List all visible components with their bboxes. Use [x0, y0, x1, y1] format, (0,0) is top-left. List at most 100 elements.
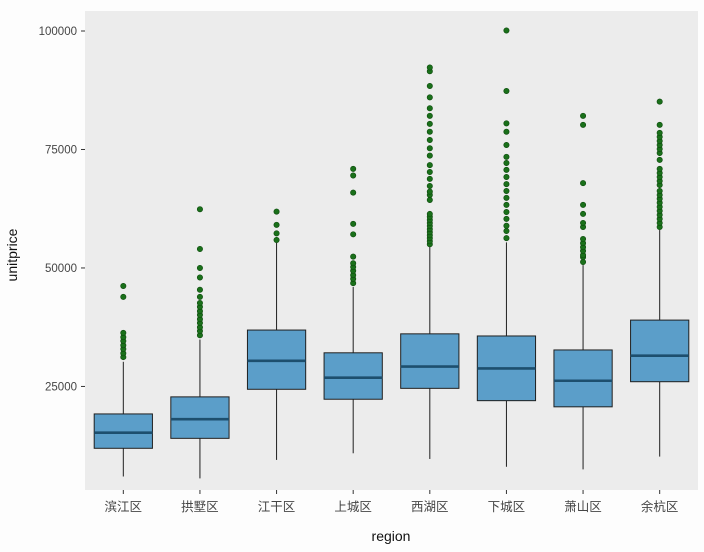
boxplot-box-2	[170, 206, 230, 479]
outlier-point	[196, 293, 203, 300]
iqr-box	[93, 413, 153, 449]
iqr-box	[553, 349, 613, 408]
boxplot-box-1	[93, 282, 153, 477]
outlier-point	[426, 112, 433, 119]
outlier-point	[426, 196, 433, 203]
boxplot-box-6	[476, 27, 537, 467]
outlier-point	[426, 175, 433, 182]
outlier-point	[426, 120, 433, 127]
x-tick-label: 萧山区	[564, 500, 602, 514]
outlier-point	[503, 173, 510, 180]
outlier-point	[503, 120, 510, 127]
outlier-point	[503, 222, 510, 229]
outlier-point	[656, 165, 663, 172]
outlier-point	[350, 220, 357, 227]
y-tick-label: 25000	[45, 381, 77, 393]
outlier-point	[120, 329, 127, 336]
outlier-point	[503, 209, 510, 216]
outlier-point	[580, 180, 587, 187]
outlier-point	[426, 94, 433, 101]
outlier-point	[426, 105, 433, 112]
x-tick-label: 滨江区	[105, 499, 143, 514]
iqr-box	[400, 333, 460, 389]
boxplot-box-4	[323, 165, 383, 454]
outlier-point	[503, 227, 510, 234]
outlier-point	[503, 141, 510, 148]
outlier-point	[580, 236, 587, 243]
outlier-point	[196, 286, 203, 293]
outlier-point	[196, 300, 203, 307]
outlier-point	[426, 82, 433, 89]
outlier-point	[196, 206, 203, 213]
outlier-point	[656, 121, 663, 128]
boxplot-box-5	[400, 64, 460, 459]
outlier-point	[580, 112, 587, 119]
outlier-point	[426, 128, 433, 135]
outlier-point	[656, 187, 663, 194]
outlier-point	[350, 189, 357, 196]
iqr-box	[630, 319, 690, 383]
outlier-point	[503, 128, 510, 135]
y-axis: 25000 50000 75000 100000	[39, 26, 85, 393]
outlier-point	[503, 159, 510, 166]
outlier-point	[426, 168, 433, 175]
outlier-point	[580, 259, 587, 266]
outlier-point	[273, 221, 280, 228]
outlier-point	[350, 172, 357, 179]
outlier-point	[656, 129, 663, 136]
boxes-layer	[93, 27, 690, 479]
x-tick-label: 余杭区	[641, 499, 679, 514]
outlier-point	[503, 235, 510, 242]
y-tick-label: 75000	[45, 144, 77, 156]
boxplot-box-3	[246, 208, 307, 460]
iqr-box	[170, 396, 230, 439]
outlier-point	[503, 215, 510, 222]
y-axis-title: unitprice	[4, 228, 20, 281]
outlier-point	[426, 64, 433, 71]
y-tick-label: 100000	[39, 26, 77, 38]
outlier-point	[426, 210, 433, 217]
outlier-point	[426, 152, 433, 159]
outlier-point	[503, 201, 510, 208]
outlier-point	[503, 187, 510, 194]
outlier-point	[426, 145, 433, 152]
outlier-point	[350, 253, 357, 260]
outlier-point	[350, 260, 357, 267]
outlier-point	[503, 166, 510, 173]
outlier-point	[426, 162, 433, 169]
x-tick-label: 江干区	[258, 500, 296, 514]
outlier-point	[350, 231, 357, 238]
y-tick-label: 50000	[45, 263, 77, 275]
x-axis-title: region	[372, 528, 411, 544]
x-axis: 滨江区 拱墅区 江干区 上城区 西湖区 下城区 萧山区 余杭区	[105, 490, 679, 514]
outlier-point	[580, 219, 587, 226]
outlier-point	[426, 188, 433, 195]
x-tick-label: 上城区	[334, 500, 372, 514]
x-tick-label: 拱墅区	[181, 500, 219, 514]
iqr-box	[323, 352, 383, 400]
outlier-point	[503, 194, 510, 201]
outlier-point	[656, 156, 663, 163]
outlier-point	[196, 264, 203, 271]
outlier-point	[580, 210, 587, 217]
outlier-point	[120, 282, 127, 289]
outlier-point	[350, 165, 357, 172]
outlier-point	[273, 208, 280, 215]
x-tick-label: 西湖区	[411, 499, 449, 514]
outlier-point	[426, 182, 433, 189]
outlier-point	[120, 293, 127, 300]
outlier-point	[503, 87, 510, 94]
outlier-point	[656, 98, 663, 105]
outlier-point	[273, 230, 280, 237]
outlier-point	[580, 121, 587, 128]
outlier-point	[426, 137, 433, 144]
outlier-point	[503, 153, 510, 160]
outlier-point	[580, 201, 587, 208]
outlier-point	[196, 274, 203, 281]
boxplot-box-7	[553, 112, 613, 470]
outlier-point	[503, 27, 510, 34]
outlier-point	[196, 246, 203, 253]
outlier-point	[273, 237, 280, 244]
